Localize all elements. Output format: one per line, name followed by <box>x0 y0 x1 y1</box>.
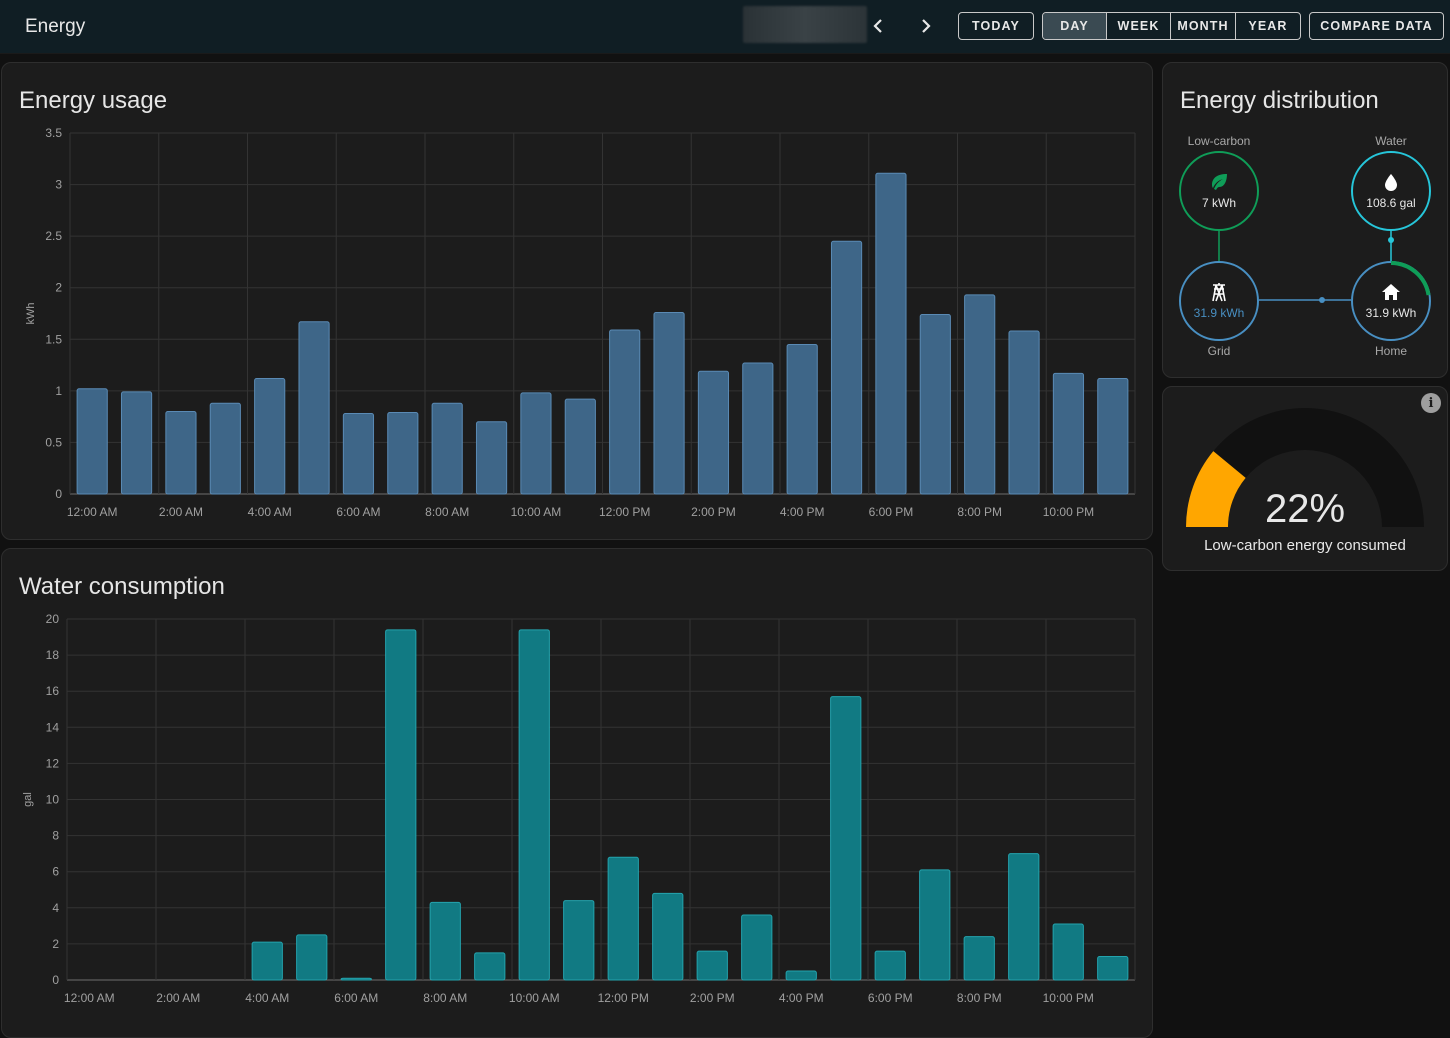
chevron-right-icon[interactable] <box>912 12 940 40</box>
home-value: 31.9 kWh <box>1365 306 1417 320</box>
water-drop-icon <box>1384 172 1398 192</box>
top-bar: Energy TODAY DAY WEEK MONTH YEAR COMPARE… <box>0 0 1450 54</box>
period-week-button[interactable]: WEEK <box>1107 13 1171 39</box>
water-consumption-title: Water consumption <box>19 573 225 600</box>
today-button[interactable]: TODAY <box>958 12 1034 40</box>
period-selector: DAY WEEK MONTH YEAR <box>1042 12 1301 40</box>
compare-data-button[interactable]: COMPARE DATA <box>1309 12 1444 40</box>
home-label: Home <box>1374 344 1407 358</box>
date-picker[interactable] <box>743 6 867 43</box>
info-icon[interactable]: i <box>1421 393 1441 413</box>
water-value: 108.6 gal <box>1366 196 1416 210</box>
grid-value: 31.9 kWh <box>1193 306 1245 320</box>
page-title: Energy <box>25 16 86 37</box>
period-month-button[interactable]: MONTH <box>1171 13 1236 39</box>
water-consumption-card: Water consumption <box>1 548 1153 1038</box>
energy-distribution-title: Energy distribution <box>1180 87 1379 114</box>
grid-node[interactable]: 31.9 kWh <box>1179 261 1259 341</box>
period-year-button[interactable]: YEAR <box>1248 19 1288 33</box>
low-carbon-gauge-card: 22% Low-carbon energy consumed <box>1162 386 1448 571</box>
energy-usage-title: Energy usage <box>19 87 168 114</box>
water-node[interactable]: 108.6 gal <box>1351 151 1431 231</box>
water-label: Water <box>1375 134 1407 148</box>
energy-usage-card: Energy usage <box>1 62 1153 540</box>
gauge-value: 22% <box>1264 487 1346 531</box>
home-icon <box>1381 282 1401 302</box>
chevron-left-icon[interactable] <box>864 12 892 40</box>
low-carbon-value: 7 kWh <box>1201 196 1236 210</box>
transmission-tower-icon <box>1210 282 1228 302</box>
grid-label: Grid <box>1207 344 1231 358</box>
home-node[interactable]: 31.9 kWh <box>1351 261 1431 341</box>
low-carbon-node[interactable]: 7 kWh <box>1179 151 1259 231</box>
leaf-icon <box>1209 172 1229 192</box>
low-carbon-label: Low-carbon <box>1187 134 1251 148</box>
gauge-label: Low-carbon energy consumed <box>1204 537 1406 554</box>
period-day-button[interactable]: DAY <box>1043 13 1107 39</box>
